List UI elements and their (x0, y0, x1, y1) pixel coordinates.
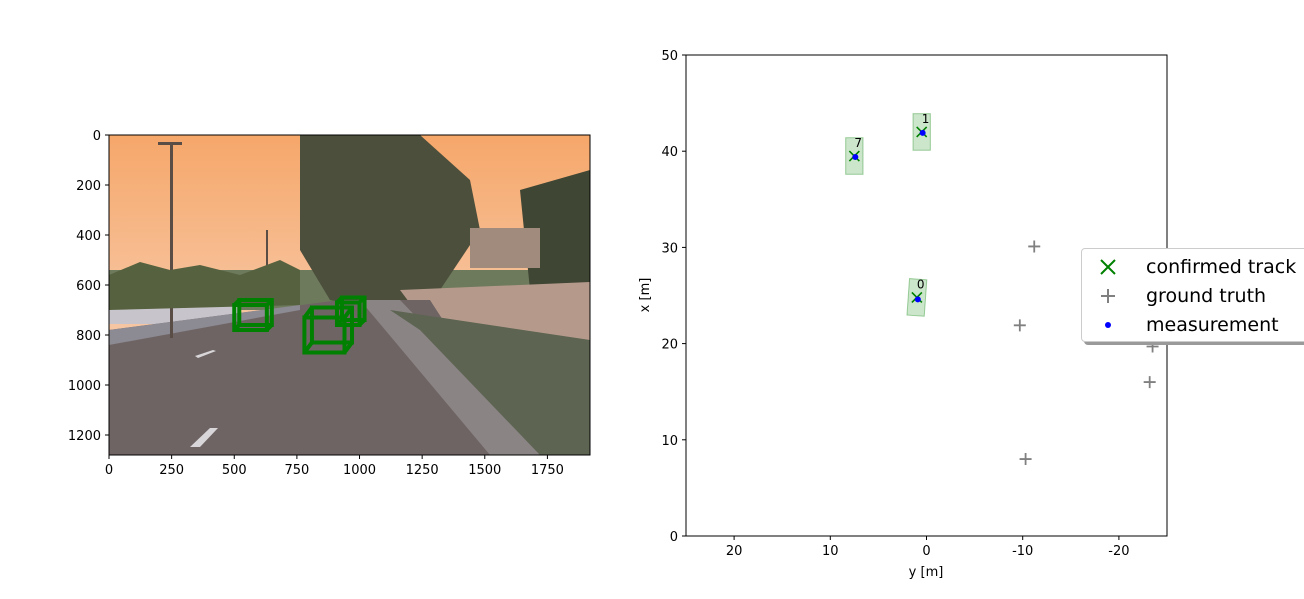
legend-label: ground truth (1146, 285, 1267, 307)
x-tick-label: 0 (105, 463, 113, 478)
y-tick-label: 400 (76, 229, 101, 244)
track-labels: 0 1 7 (854, 112, 929, 291)
x-tick-label: 20 (726, 544, 743, 559)
x-tick-label: 1000 (343, 463, 376, 478)
y-tick-label: 600 (76, 279, 101, 294)
detection-box (302, 305, 355, 355)
y-tick-label: 30 (661, 241, 678, 256)
ground-truth-marker (1013, 319, 1026, 332)
measurement-marker (919, 129, 926, 136)
x-tick-label: 250 (159, 463, 184, 478)
image-y-axis: 0 200 400 600 800 1000 1200 (68, 129, 109, 444)
camera-image-panel: 0 250 500 750 1000 1250 1500 1750 0 200 400 600 800… (68, 129, 591, 478)
legend-entry-measurement: measurement (1082, 311, 1304, 339)
y-tick-label: 10 (661, 434, 678, 449)
track-id-label: 0 (917, 277, 925, 291)
image-x-axis: 0 250 500 750 1000 1250 1500 1750 (105, 455, 564, 478)
x-axis-label: y [m] (909, 565, 944, 580)
ground-truth-marker (1146, 340, 1159, 353)
x-tick-label: -10 (1012, 544, 1033, 559)
y-tick-label: 1000 (68, 379, 101, 394)
detection-box (334, 295, 367, 327)
legend-label: measurement (1146, 314, 1279, 336)
y-tick-label: 200 (76, 179, 101, 194)
detection-box (232, 298, 274, 332)
x-tick-label: 500 (222, 463, 247, 478)
plot-y-axis: 0 10 20 30 40 50 (661, 49, 686, 545)
y-tick-label: 0 (670, 530, 678, 545)
camera-image (109, 135, 590, 455)
ground-truth-marker (1019, 453, 1032, 466)
detection-boxes (232, 295, 367, 355)
y-tick-label: 40 (661, 145, 678, 160)
dot-icon (1105, 322, 1111, 328)
legend-label: confirmed track (1146, 256, 1297, 278)
x-tick-label: 1500 (468, 463, 501, 478)
y-tick-label: 50 (661, 49, 678, 64)
y-tick-label: 800 (76, 329, 101, 344)
ground-truth-marker (1143, 376, 1156, 389)
legend-entry-ground-truth: ground truth (1082, 282, 1304, 310)
x-tick-label: 10 (822, 544, 839, 559)
x-tick-label: 750 (284, 463, 309, 478)
measurement-marker (914, 296, 921, 303)
x-tick-label: 1250 (406, 463, 439, 478)
y-tick-label: 0 (93, 129, 101, 144)
y-tick-label: 1200 (68, 429, 101, 444)
measurement-marker (852, 153, 859, 160)
legend: confirmed track ground truth measurement (1081, 248, 1304, 342)
y-axis-label: x [m] (638, 278, 653, 313)
measurement-points (852, 129, 926, 303)
x-icon (1100, 259, 1116, 275)
track-id-label: 1 (922, 112, 930, 126)
legend-entry-confirmed-track: confirmed track (1082, 253, 1304, 281)
track-id-label: 7 (854, 136, 862, 150)
x-tick-label: 1750 (531, 463, 564, 478)
plus-icon (1101, 289, 1115, 303)
y-tick-label: 20 (661, 338, 678, 353)
image-frame (108, 134, 591, 456)
plot-x-axis: 20 10 0 -10 -20 (726, 536, 1130, 559)
ground-truth-marker (1028, 240, 1041, 253)
x-tick-label: 0 (922, 544, 930, 559)
x-tick-label: -20 (1108, 544, 1129, 559)
ground-truth-points (1013, 240, 1159, 466)
